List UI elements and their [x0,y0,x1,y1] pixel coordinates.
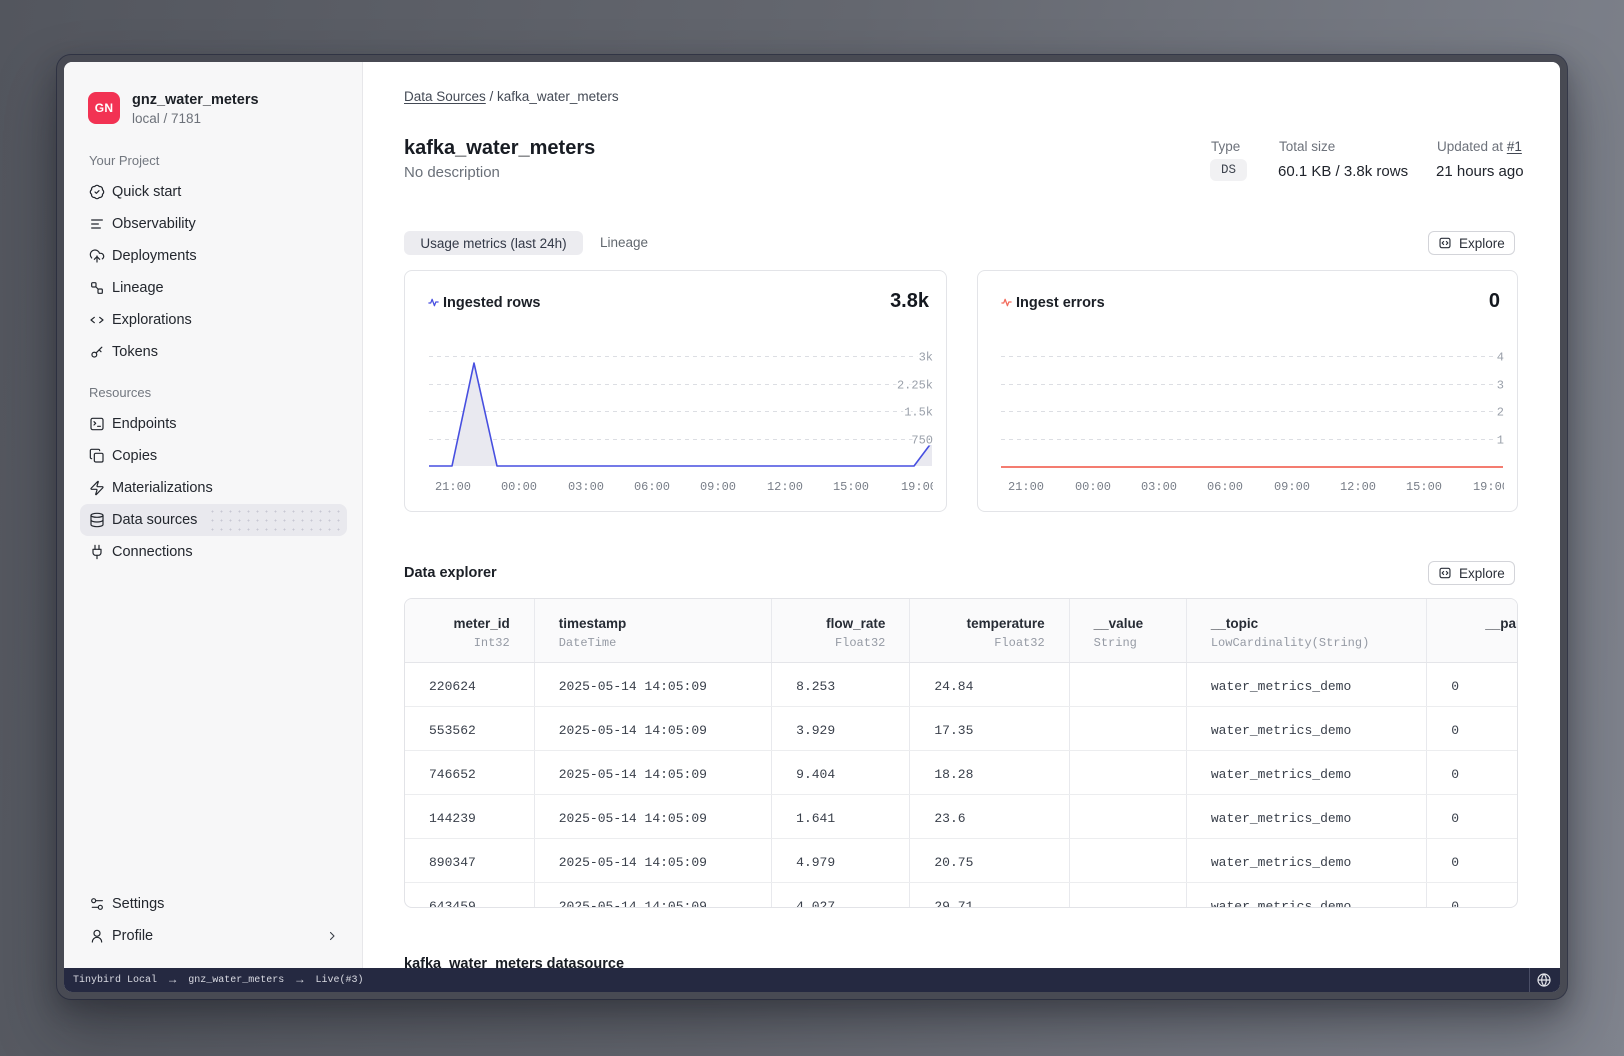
svg-text:03:00: 03:00 [1141,480,1177,494]
svg-text:19:00: 19:00 [901,480,933,494]
svg-text:00:00: 00:00 [1075,480,1111,494]
svg-text:12:00: 12:00 [1340,480,1376,494]
svg-text:1: 1 [1497,434,1504,448]
svg-text:2: 2 [1497,406,1504,420]
svg-text:21:00: 21:00 [435,480,471,494]
svg-text:06:00: 06:00 [1207,480,1243,494]
svg-text:21:00: 21:00 [1008,480,1044,494]
svg-text:2.25k: 2.25k [897,379,933,393]
svg-text:3k: 3k [919,351,933,365]
svg-text:03:00: 03:00 [568,480,604,494]
svg-text:19:00: 19:00 [1473,480,1504,494]
svg-text:00:00: 00:00 [501,480,537,494]
svg-text:4: 4 [1497,351,1504,365]
svg-text:09:00: 09:00 [700,480,736,494]
svg-text:1.5k: 1.5k [904,406,933,420]
svg-text:15:00: 15:00 [833,480,869,494]
svg-text:09:00: 09:00 [1274,480,1310,494]
svg-text:3: 3 [1497,379,1504,393]
svg-text:750: 750 [911,434,933,448]
svg-text:12:00: 12:00 [767,480,803,494]
svg-text:06:00: 06:00 [634,480,670,494]
svg-text:15:00: 15:00 [1406,480,1442,494]
